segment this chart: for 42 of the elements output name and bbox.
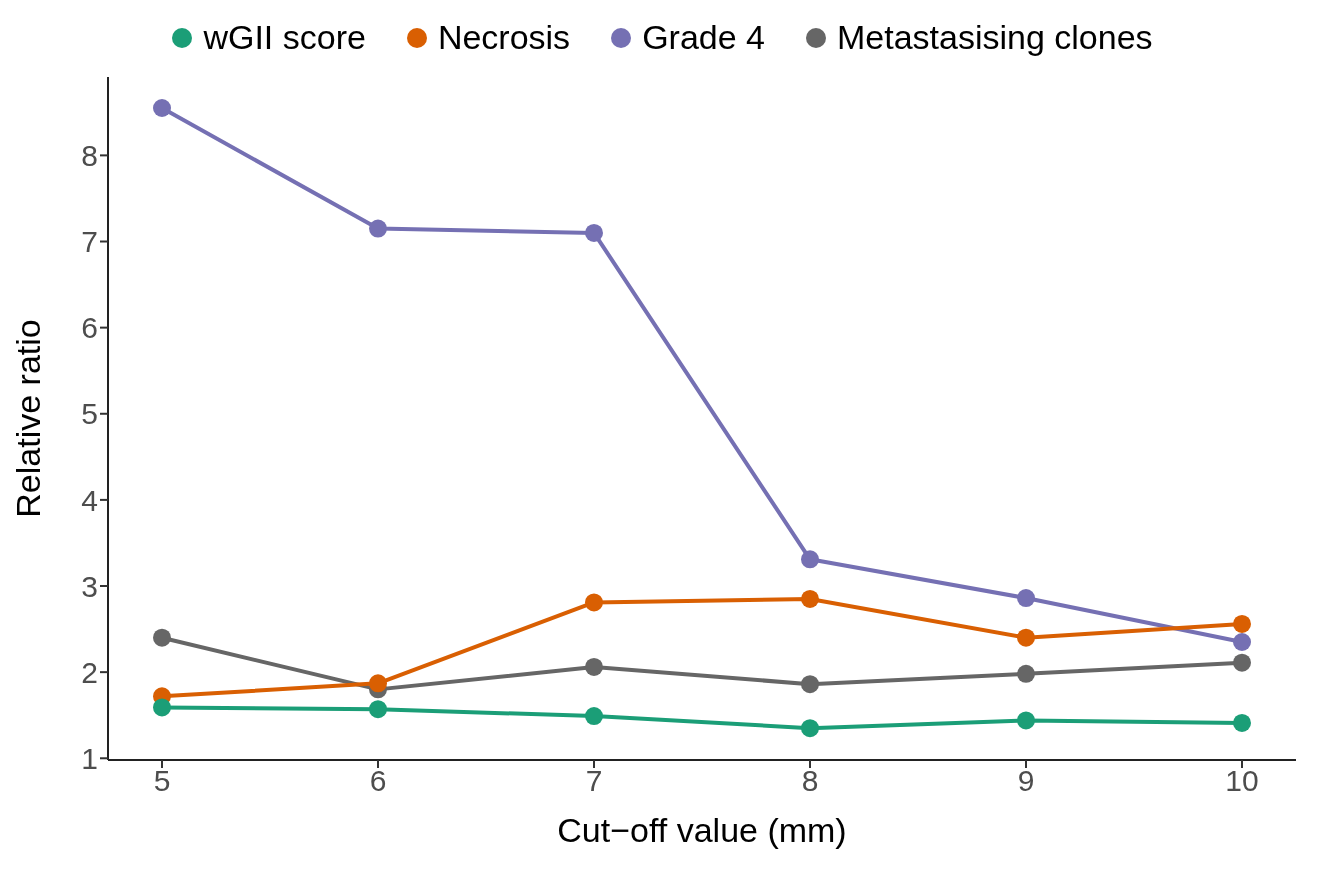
point xyxy=(1233,653,1251,672)
legend-label: wGII score xyxy=(203,18,366,57)
point xyxy=(801,719,819,738)
x-axis-title: Cut−off value (mm) xyxy=(557,811,847,849)
point xyxy=(1233,633,1251,651)
x-tick-label: 9 xyxy=(1017,764,1035,798)
y-tick-label: 7 xyxy=(81,225,98,259)
y-tick-label: 4 xyxy=(81,483,98,517)
point xyxy=(1017,589,1035,608)
point xyxy=(369,219,387,238)
point xyxy=(585,593,603,612)
y-tick-label: 3 xyxy=(81,569,98,603)
point xyxy=(585,657,603,676)
x-tick-label: 5 xyxy=(153,764,171,798)
y-tick-label: 5 xyxy=(81,397,98,431)
point xyxy=(1233,713,1251,732)
point xyxy=(801,675,819,694)
point xyxy=(369,700,387,719)
point xyxy=(153,698,171,717)
y-tick-label: 2 xyxy=(81,655,98,689)
point xyxy=(801,589,819,608)
point xyxy=(1017,628,1035,647)
y-tick-label: 8 xyxy=(81,139,98,173)
x-tick-label: 10 xyxy=(1225,764,1259,798)
y-tick-label: 1 xyxy=(81,741,98,775)
y-axis-title: Relative ratio xyxy=(9,319,48,518)
point xyxy=(585,707,603,726)
point xyxy=(1017,664,1035,683)
legend-label: Necrosis xyxy=(437,18,571,57)
point xyxy=(801,550,819,569)
legend-label: Grade 4 xyxy=(642,18,765,57)
legend-label: Metastasising clones xyxy=(836,18,1153,57)
point xyxy=(585,223,603,242)
point xyxy=(153,628,171,647)
point xyxy=(369,674,387,693)
y-tick-label: 6 xyxy=(81,311,98,345)
point xyxy=(153,99,171,118)
point xyxy=(1017,711,1035,730)
point xyxy=(1233,614,1251,633)
x-tick-label: 7 xyxy=(585,764,603,798)
x-tick-label: 8 xyxy=(801,764,819,798)
x-tick-label: 6 xyxy=(369,764,387,798)
